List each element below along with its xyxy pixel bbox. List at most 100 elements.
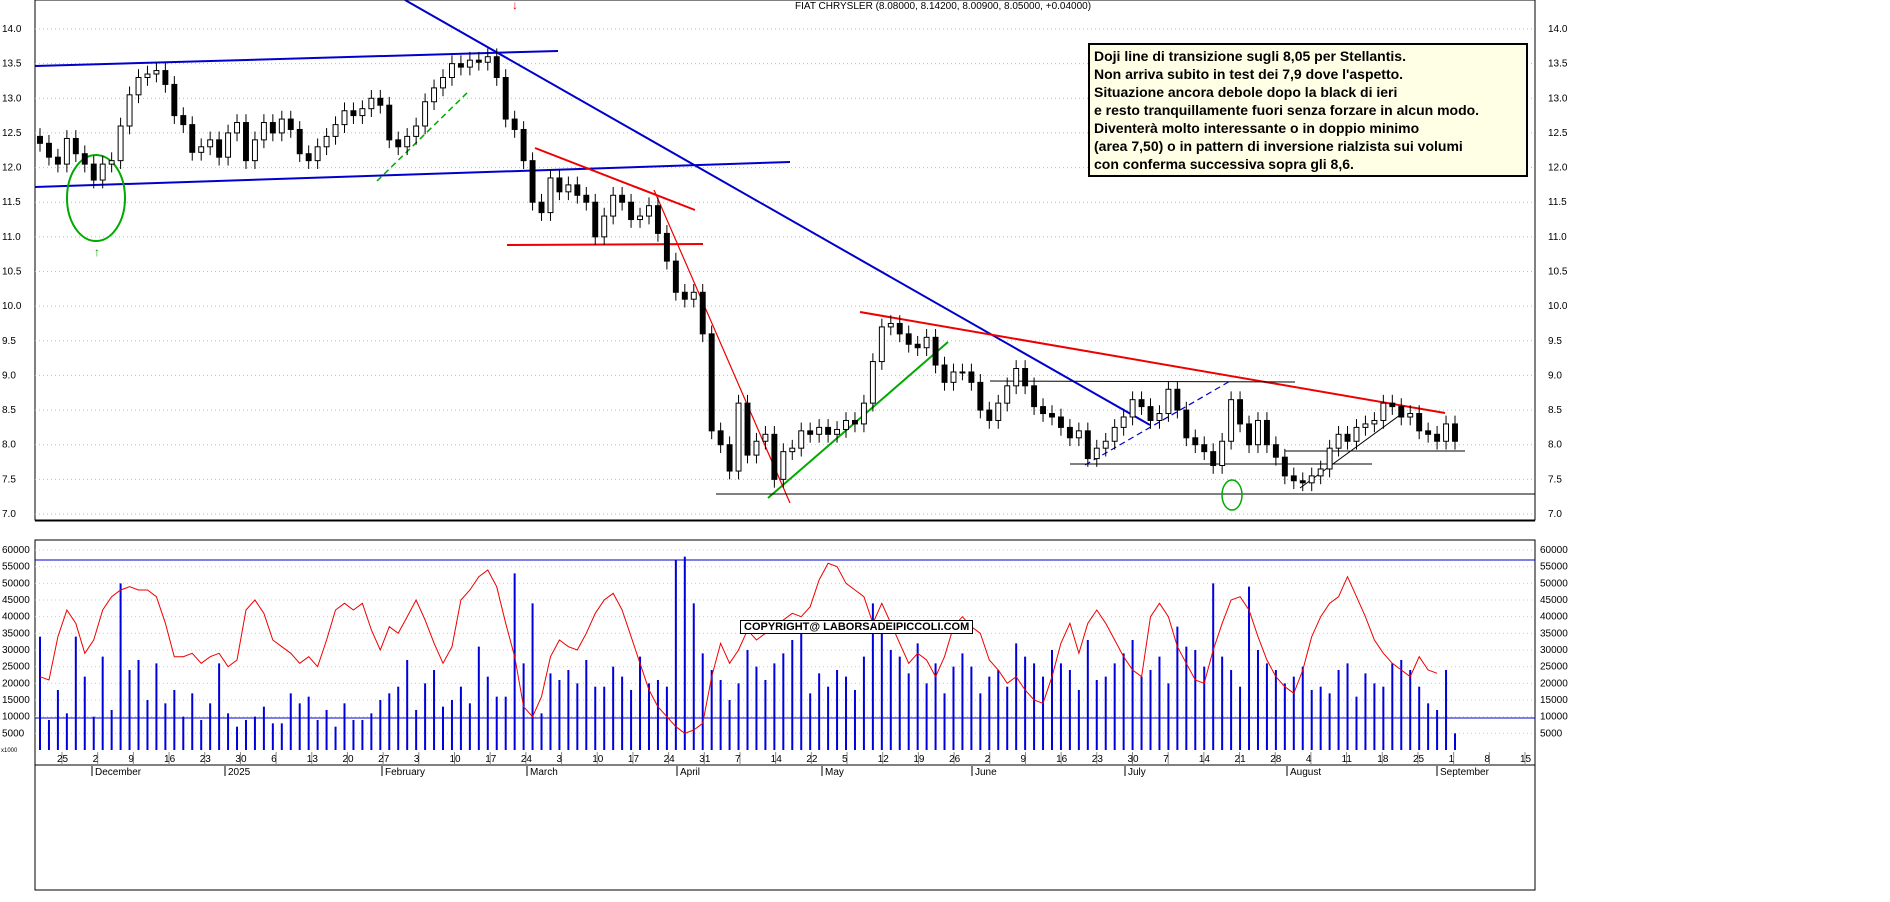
- trendlines: ↑ ↓: [34, 0, 1535, 522]
- candle-body: [135, 77, 142, 96]
- price-tick-label: 13.0: [1548, 93, 1568, 104]
- candles: [37, 48, 1458, 492]
- volume-axis-right: 5000 10000 15000 20000 25000 30000 35000 40000 4…: [1540, 545, 1568, 739]
- candle-body: [225, 132, 232, 158]
- x-day-label: 25: [1413, 754, 1425, 765]
- volume-tick-label: 20000: [2, 678, 30, 689]
- candle-body: [81, 153, 88, 165]
- candle-body: [1138, 399, 1145, 408]
- candle-body: [511, 118, 518, 130]
- x-day-label: 2: [93, 754, 99, 765]
- volume-tick-label: 25000: [2, 662, 30, 673]
- volume-tick-label: 40000: [2, 612, 30, 623]
- x-day-label: 11: [1342, 754, 1353, 765]
- candle-body: [1255, 419, 1261, 446]
- candle-body: [189, 124, 196, 153]
- candle-body: [583, 194, 590, 203]
- volume-tick-label: 15000: [1540, 695, 1568, 706]
- candle-body: [153, 70, 160, 75]
- note-line: (area 7,50) o in pattern di inversione r…: [1094, 138, 1463, 154]
- candle-body: [359, 108, 366, 117]
- volume-tick-label: 15000: [2, 695, 30, 706]
- candle-body: [878, 326, 885, 363]
- volume-tick-label: 5000: [2, 728, 25, 739]
- candle-body: [1111, 426, 1118, 442]
- note-line: Doji line di transizione sugli 8,05 per …: [1094, 48, 1406, 64]
- candle-body: [37, 135, 43, 144]
- price-tick-label: 9.0: [1548, 370, 1562, 381]
- candle-body: [834, 428, 841, 435]
- volume-tick-label: 60000: [1540, 545, 1568, 556]
- candle-body: [619, 194, 626, 203]
- volume-average-line: [39, 562, 1438, 734]
- price-tick-label: 11.5: [1548, 197, 1567, 208]
- x-day-label: 23: [200, 754, 212, 765]
- candle-body: [502, 77, 509, 120]
- candle-body: [762, 433, 769, 442]
- price-tick-label: 11.0: [2, 232, 21, 243]
- volume-tick-label: 50000: [2, 578, 30, 589]
- price-tick-label: 8.0: [1548, 440, 1562, 451]
- candle-body: [753, 440, 760, 456]
- candle-body: [1272, 444, 1279, 458]
- x-day-label: 4: [1306, 754, 1312, 765]
- red-arrow-down: ↓: [512, 0, 518, 12]
- candle-body: [950, 371, 957, 383]
- candle-body: [1049, 413, 1055, 418]
- candle-body: [681, 291, 688, 300]
- green-circle-august: [1221, 479, 1243, 511]
- price-tick-label: 13.0: [2, 93, 22, 104]
- price-tick-label: 13.5: [1548, 59, 1568, 70]
- candle-body: [735, 402, 742, 472]
- price-tick-label: 10.5: [2, 267, 22, 278]
- candle-body: [386, 104, 393, 141]
- candle-body: [1174, 388, 1181, 411]
- x-day-label: 15: [1520, 754, 1532, 765]
- candle-body: [404, 135, 411, 148]
- green-circle-december: [66, 154, 126, 242]
- candle-body: [923, 336, 930, 349]
- x-day-label: 10: [450, 754, 462, 765]
- candle-body: [789, 447, 796, 453]
- price-tick-label: 8.5: [1548, 405, 1562, 416]
- price-tick-label: 10.0: [1548, 301, 1568, 312]
- candle-body: [1371, 419, 1378, 425]
- x-day-label: 27: [378, 754, 390, 765]
- candle-body: [422, 101, 429, 127]
- candle-body: [547, 177, 554, 214]
- candle-body: [117, 125, 124, 162]
- candle-body: [565, 184, 572, 193]
- x-month-label: August: [1290, 767, 1321, 778]
- candle-body: [574, 184, 581, 196]
- candle-body: [1389, 402, 1396, 408]
- candle-body: [986, 409, 993, 421]
- price-tick-label: 7.5: [1548, 474, 1562, 485]
- candle-body: [171, 83, 178, 117]
- x-day-label: 16: [164, 754, 176, 765]
- candle-body: [744, 402, 751, 456]
- candle-body: [556, 177, 563, 193]
- candle-body: [1398, 406, 1405, 418]
- candle-body: [1165, 388, 1172, 415]
- blue-downtrend: [404, 0, 1151, 426]
- green-rising: [767, 341, 949, 499]
- x-day-label: 31: [699, 754, 711, 765]
- candle-body: [529, 160, 536, 203]
- candle-body: [1263, 419, 1270, 446]
- candle-body: [350, 110, 357, 117]
- candle-body: [843, 419, 849, 430]
- red-steep-down: [653, 189, 791, 504]
- volume-tick-label: 45000: [1540, 595, 1568, 606]
- green-arrow-up: ↑: [94, 245, 100, 259]
- x-day-label: 6: [271, 754, 277, 765]
- candle-body: [852, 419, 858, 425]
- candle-body: [90, 163, 97, 181]
- candle-body: [108, 160, 115, 165]
- note-line: Non arriva subito in test dei 7,9 dove l…: [1094, 66, 1404, 82]
- volume-tick-label: 10000: [1540, 712, 1568, 723]
- price-tick-label: 9.5: [2, 336, 16, 347]
- candle-body: [1326, 447, 1333, 470]
- x-month-label: September: [1440, 767, 1490, 778]
- candle-body: [1362, 423, 1369, 428]
- candle-body: [646, 205, 652, 217]
